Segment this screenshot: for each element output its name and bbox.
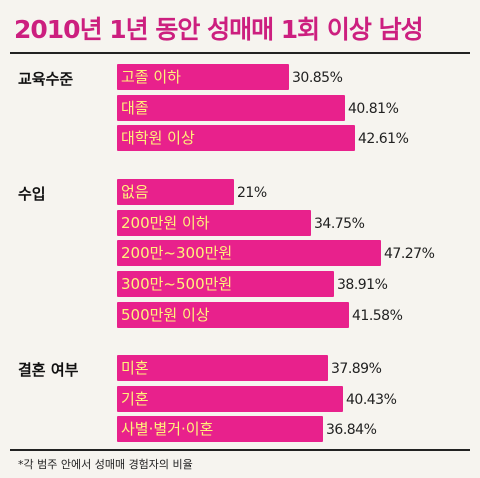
bar [117,355,328,381]
group-label: 교육수준 [18,70,74,88]
bar-value-label: 34.75% [314,216,365,232]
bar-category-label: 500만원 이상 [121,306,210,324]
bar-value-label: 36.84% [326,422,377,438]
bar [117,240,381,266]
bar-category-label: 대졸 [121,99,149,117]
bar [117,64,289,90]
bar-category-label: 사별·별거·이혼 [121,420,214,438]
bar-category-label: 300만~500만원 [121,275,233,293]
group-label: 결혼 여부 [18,361,79,379]
top-rule [10,52,470,54]
bar-value-label: 30.85% [292,70,343,86]
bar-category-label: 고졸 이하 [121,68,181,86]
bar-category-label: 200만원 이하 [121,214,210,232]
bar [117,416,323,442]
bar [117,95,345,121]
bar-value-label: 37.89% [331,361,382,377]
chart-title: 2010년 1년 동안 성매매 1회 이상 남성 [14,15,424,44]
bar-category-label: 기혼 [121,390,149,408]
bottom-rule [10,449,470,451]
bar-category-label: 미혼 [121,359,149,377]
bar [117,386,343,412]
bar [117,125,355,151]
bar [117,302,349,328]
bar [117,210,311,236]
bar-value-label: 47.27% [384,246,435,262]
bar-value-label: 41.58% [352,308,403,324]
bar-value-label: 42.61% [358,131,409,147]
bar-value-label: 38.91% [337,277,388,293]
bar [117,271,334,297]
bar [117,179,234,205]
bar-category-label: 없음 [121,183,149,201]
bar-category-label: 대학원 이상 [121,129,195,147]
group-label: 수입 [18,185,46,203]
bar-value-label: 40.43% [346,392,397,408]
footnote: *각 범주 안에서 성매매 경험자의 비율 [18,458,193,471]
bar-value-label: 21% [237,185,267,201]
bar-value-label: 40.81% [348,101,399,117]
bar-category-label: 200만~300만원 [121,244,233,262]
